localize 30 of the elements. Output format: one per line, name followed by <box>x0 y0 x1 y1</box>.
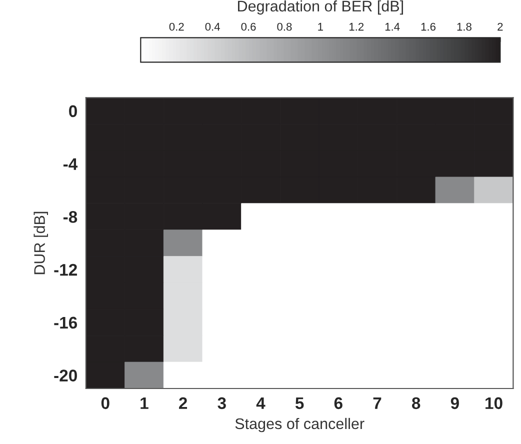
y-tick-label: 0 <box>69 105 77 118</box>
y-axis-title: DUR [dB] <box>34 212 48 274</box>
x-tick-label: 9 <box>450 397 459 410</box>
x-tick-label: 4 <box>256 397 266 409</box>
x-tick-label: 7 <box>373 397 382 409</box>
color-bar-label: 1.6 <box>421 22 436 31</box>
color-bar-label: 1.2 <box>349 22 364 31</box>
y-tick-label: -20 <box>54 370 77 382</box>
color-bar-label: 1.4 <box>385 22 400 31</box>
x-tick-label: 8 <box>412 397 420 410</box>
x-tick-label: 6 <box>334 397 342 410</box>
y-tick-label: -12 <box>54 264 77 276</box>
y-tick-label: -4 <box>63 158 78 170</box>
x-axis-title: Stages of canceller <box>235 418 364 432</box>
x-tick-label: 0 <box>101 397 110 410</box>
x-tick-label: 1 <box>140 397 148 409</box>
color-bar-label: 0.6 <box>241 22 256 31</box>
y-tick-label: -8 <box>63 211 78 223</box>
x-tick-label: 3 <box>218 397 226 410</box>
color-bar-label: 0.2 <box>169 22 184 31</box>
color-bar-label: 1.8 <box>457 22 472 31</box>
y-tick-label: -16 <box>54 316 78 329</box>
x-tick-label: 2 <box>179 397 188 409</box>
color-bar-label: 2 <box>498 22 503 31</box>
color-bar-label: 0.4 <box>205 22 220 31</box>
x-tick-label: 5 <box>295 397 304 410</box>
color-bar-label: 0.8 <box>277 22 292 31</box>
x-tick-label: 10 <box>486 397 502 410</box>
color-bar-label: 1 <box>318 22 323 31</box>
color-bar-title: Degradation of BER [dB] <box>238 0 403 15</box>
